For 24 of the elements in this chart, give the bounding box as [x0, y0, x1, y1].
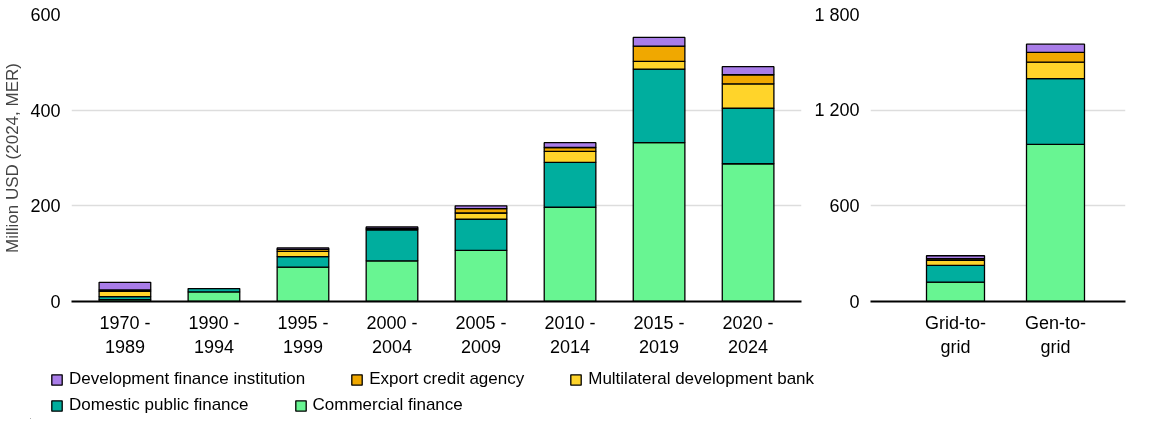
y-tick-label: 0 — [849, 291, 860, 312]
y-tick-label: 0 — [50, 292, 61, 312]
x-tick-label: 2020 - 2024 — [722, 312, 774, 357]
x-tick-label: 2005 - 2009 — [455, 312, 507, 357]
y-tick-label: 600 — [30, 5, 61, 25]
x-tick-label: 1970 - 1989 — [99, 312, 151, 357]
y-tick-label: 1 800 — [814, 4, 860, 25]
legend-label: Development finance institution — [69, 369, 306, 389]
x-tick-label: Grid-to- grid — [925, 312, 987, 357]
y-tick-label: 400 — [30, 100, 61, 121]
x-tick-label: 2010 - 2014 — [544, 312, 596, 357]
y-tick-label: 200 — [30, 196, 61, 217]
legend-label: Domestic public finance — [69, 395, 249, 415]
legend-label: Multilateral development bank — [588, 369, 815, 389]
legend-label: Export credit agency — [369, 369, 525, 389]
x-tick-label: Gen-to- grid — [1024, 312, 1087, 357]
y-axis-title: Million USD (2024, MER) — [3, 63, 23, 253]
legend-label: Commercial finance — [312, 395, 463, 415]
x-tick-label: 2015 - 2019 — [633, 312, 685, 357]
x-tick-label: 1995 - 1999 — [277, 312, 329, 357]
y-tick-label: 600 — [829, 195, 860, 216]
x-tick-label: 1990 - 1994 — [188, 312, 240, 357]
x-tick-label: 2000 - 2004 — [366, 312, 418, 357]
y-tick-label: 1 200 — [814, 100, 860, 121]
